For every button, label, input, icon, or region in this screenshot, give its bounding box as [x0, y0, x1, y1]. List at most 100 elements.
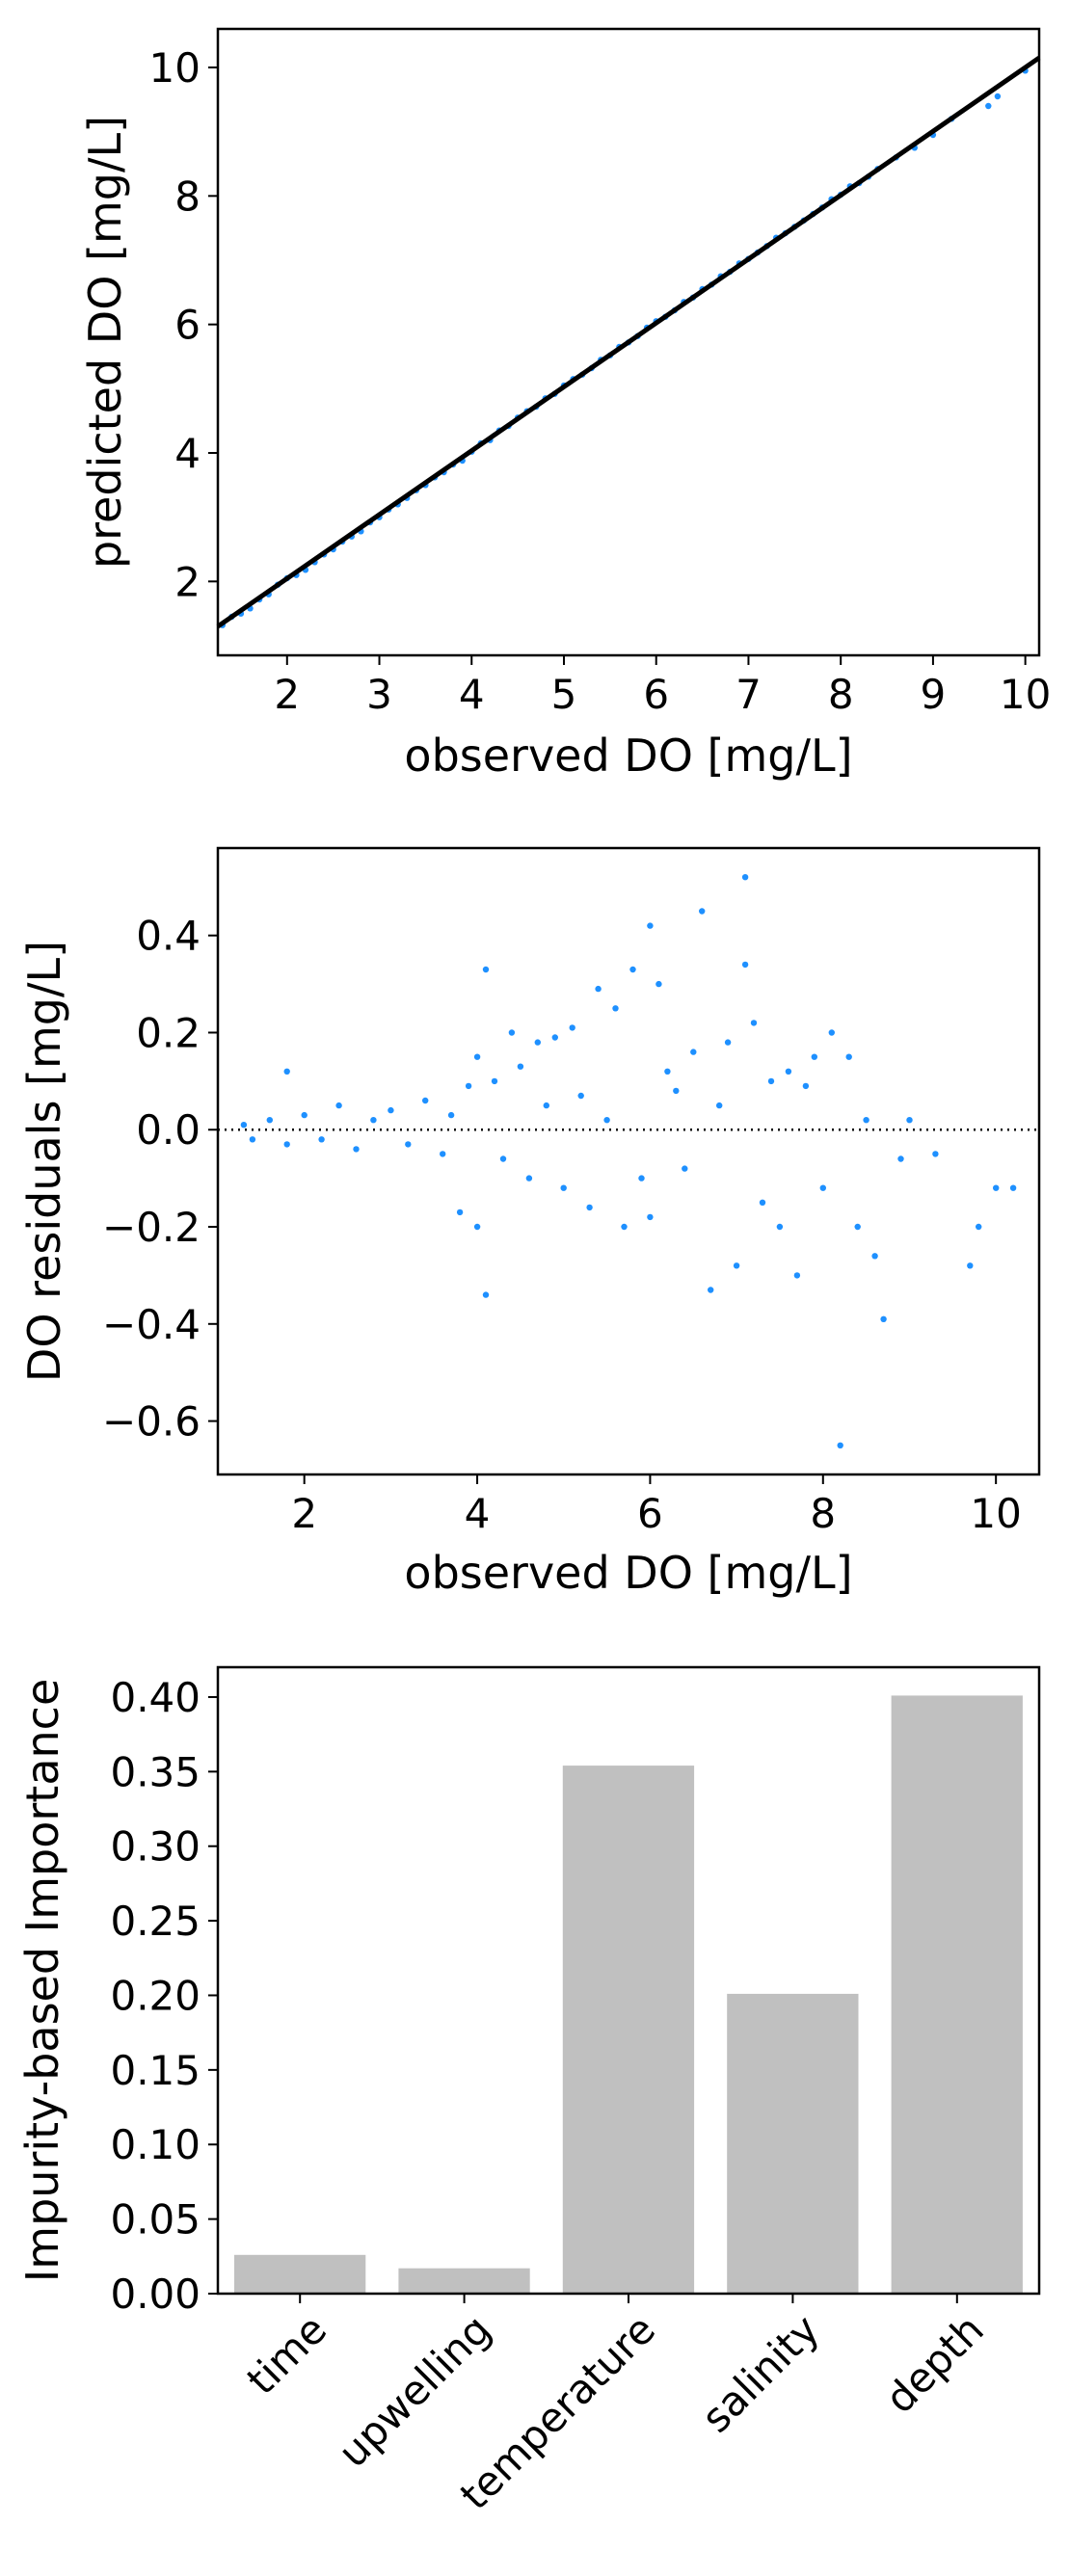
data-point — [603, 1117, 610, 1124]
x-tick-label: time — [238, 2305, 336, 2403]
fit-line — [216, 55, 1041, 629]
x-tick-label: 4 — [459, 671, 485, 718]
data-point — [473, 1223, 481, 1231]
data-point — [482, 1291, 490, 1298]
y-axis-label: DO residuals [mg/L] — [18, 941, 70, 1382]
y-axis-ticks: 0.00 0.05 0.10 0.15 0.20 0.25 0.30 0.35 0.40 — [110, 1674, 218, 2318]
x-tick-label: salinity — [692, 2305, 828, 2441]
x-tick-label: 10 — [970, 1490, 1021, 1537]
data-point — [906, 1117, 913, 1124]
data-point — [525, 1175, 533, 1182]
x-tick-label: 2 — [274, 671, 300, 718]
data-point — [447, 1111, 455, 1119]
data-point — [750, 1020, 758, 1026]
data-point — [932, 1151, 939, 1157]
data-point — [994, 93, 1002, 100]
data-point — [473, 1053, 481, 1060]
data-point — [967, 1262, 974, 1269]
data-point — [733, 1262, 740, 1269]
y-tick-label: 0.05 — [110, 2196, 201, 2244]
y-tick-label: 0.30 — [110, 1823, 201, 1871]
bar-salinity — [727, 1993, 859, 2294]
y-axis-label: predicted DO [mg/L] — [79, 116, 131, 569]
x-tick-label: 6 — [637, 1490, 663, 1537]
data-point — [621, 1223, 628, 1231]
axes-frame — [216, 27, 1041, 657]
data-point — [716, 1102, 723, 1109]
data-point — [811, 1053, 817, 1060]
data-point — [577, 1092, 584, 1100]
data-point — [249, 1136, 256, 1143]
y-tick-label: 0.15 — [110, 2047, 201, 2094]
data-point — [1009, 1184, 1017, 1191]
data-point — [655, 980, 662, 988]
x-tick-label: 5 — [551, 671, 577, 718]
y-tick-label: 0.2 — [136, 1009, 201, 1056]
data-point — [647, 1213, 654, 1221]
y-axis-ticks: −0.6 −0.4 −0.2 0.0 0.2 0.4 — [102, 913, 218, 1446]
bar-depth — [891, 1695, 1023, 2294]
x-tick-label: 8 — [828, 671, 854, 718]
x-tick-label: 4 — [465, 1490, 491, 1537]
data-point — [647, 922, 654, 929]
y-tick-label: 4 — [174, 430, 201, 477]
x-tick-label: 3 — [366, 671, 392, 718]
data-point — [880, 1315, 887, 1323]
x-axis-ticks: 2 4 6 8 10 — [291, 1474, 1022, 1537]
data-point — [560, 1184, 567, 1191]
data-point — [422, 1097, 429, 1104]
data-point — [491, 1077, 498, 1085]
data-point — [759, 1199, 766, 1207]
data-point — [708, 1287, 714, 1293]
bar-series — [234, 1695, 1023, 2294]
data-point — [388, 1106, 394, 1114]
data-point — [440, 1151, 446, 1157]
data-point — [534, 1039, 541, 1046]
data-point — [664, 1068, 671, 1076]
scatter-series — [240, 874, 1017, 1449]
data-point — [405, 1141, 412, 1148]
y-tick-label: 10 — [149, 44, 201, 92]
data-point — [863, 1117, 869, 1124]
axes-frame — [216, 846, 1041, 1476]
data-point — [456, 1208, 464, 1216]
data-point — [793, 1272, 801, 1279]
y-tick-label: 0.0 — [136, 1106, 201, 1154]
x-tick-label: 2 — [291, 1490, 317, 1537]
data-point — [699, 908, 706, 915]
data-point — [517, 1063, 524, 1070]
data-point — [837, 1442, 843, 1449]
y-axis-label: Impurity-based Importance — [16, 1679, 68, 2283]
x-tick-label: 10 — [1000, 671, 1051, 718]
data-point — [802, 1082, 810, 1090]
data-point — [551, 1034, 558, 1041]
y-tick-label: 0.35 — [110, 1748, 201, 1795]
data-point — [871, 1253, 878, 1260]
data-point — [828, 1029, 835, 1036]
data-point — [612, 1005, 619, 1012]
y-axis-ticks: 2 4 6 8 10 — [149, 44, 218, 605]
data-point — [767, 1077, 775, 1085]
x-tick-label: 7 — [736, 671, 762, 718]
bar-time — [234, 2254, 366, 2294]
bar-upwelling — [398, 2268, 530, 2294]
data-point — [776, 1223, 784, 1231]
y-tick-label: −0.4 — [102, 1301, 201, 1348]
x-axis-label: observed DO [mg/L] — [404, 730, 852, 782]
y-tick-label: 0.00 — [110, 2271, 201, 2318]
x-tick-label: upwelling — [329, 2305, 499, 2476]
y-tick-label: 0.10 — [110, 2121, 201, 2168]
data-point — [976, 1223, 982, 1231]
data-point — [569, 1024, 575, 1031]
y-tick-label: 6 — [174, 302, 201, 349]
data-point — [673, 1087, 680, 1095]
data-point — [845, 1053, 852, 1060]
data-point — [370, 1117, 377, 1124]
data-point — [353, 1146, 360, 1153]
y-tick-label: 0.40 — [110, 1674, 201, 1721]
data-point — [240, 1122, 248, 1129]
panel-predicted-vs-observed: 2 3 4 5 6 7 8 9 10 2 4 6 8 10 observed DO [mg/L] pre… — [79, 27, 1051, 782]
x-tick-label: 8 — [810, 1490, 836, 1537]
